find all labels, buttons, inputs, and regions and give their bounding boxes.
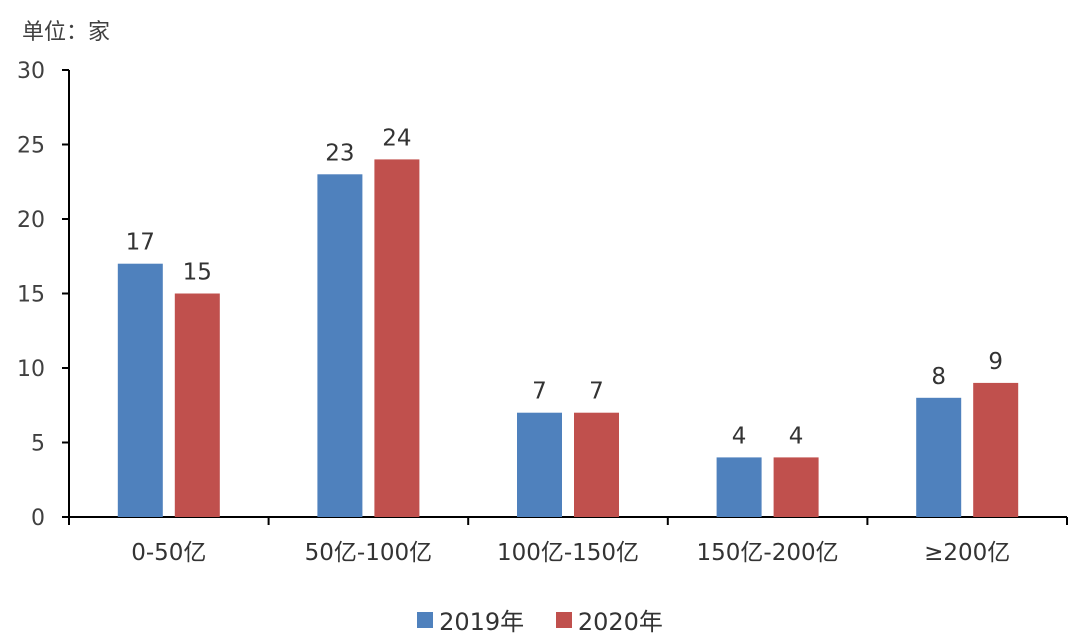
y-tick-label: 10 — [17, 357, 45, 382]
bar — [117, 263, 163, 517]
data-label: 4 — [789, 423, 804, 449]
y-tick-label: 0 — [31, 506, 45, 531]
data-label: 17 — [126, 230, 155, 256]
y-tick-label: 15 — [17, 283, 45, 308]
data-label: 23 — [325, 140, 354, 166]
data-label: 7 — [589, 379, 604, 405]
data-label: 7 — [532, 379, 547, 405]
legend-item-2019: 2019年 — [417, 602, 524, 637]
x-tick-label: 50亿-100亿 — [305, 540, 432, 566]
legend-label-2019: 2019年 — [439, 608, 525, 636]
x-tick-label: 150亿-200亿 — [697, 540, 839, 566]
bar — [517, 412, 562, 517]
unit-label: 单位：家 — [22, 20, 111, 45]
legend-item-2020: 2020年 — [555, 602, 663, 637]
bar — [916, 397, 962, 517]
bar — [374, 159, 420, 517]
x-tick-label: 0-50亿 — [131, 540, 206, 566]
bar — [574, 412, 619, 517]
legend-swatch-2020 — [555, 611, 572, 628]
data-label: 8 — [931, 364, 946, 390]
bar — [317, 174, 363, 518]
bar — [174, 293, 220, 517]
legend-label-2020: 2020年 — [577, 608, 663, 636]
y-tick-label: 25 — [17, 134, 45, 159]
data-label: 4 — [732, 423, 747, 449]
bar — [716, 457, 762, 517]
y-tick-label: 20 — [17, 208, 45, 233]
bar — [973, 382, 1019, 517]
bar — [773, 457, 819, 517]
legend: 2019年 2020年 — [0, 602, 1080, 637]
x-tick-label: ≥200亿 — [924, 540, 1010, 566]
data-label: 15 — [183, 260, 212, 286]
data-label: 24 — [382, 125, 411, 151]
y-tick-label: 30 — [17, 59, 45, 84]
data-label: 9 — [988, 349, 1003, 375]
y-tick-label: 5 — [31, 432, 45, 457]
x-tick-label: 100亿-150亿 — [497, 540, 639, 566]
legend-swatch-2019 — [417, 611, 434, 628]
